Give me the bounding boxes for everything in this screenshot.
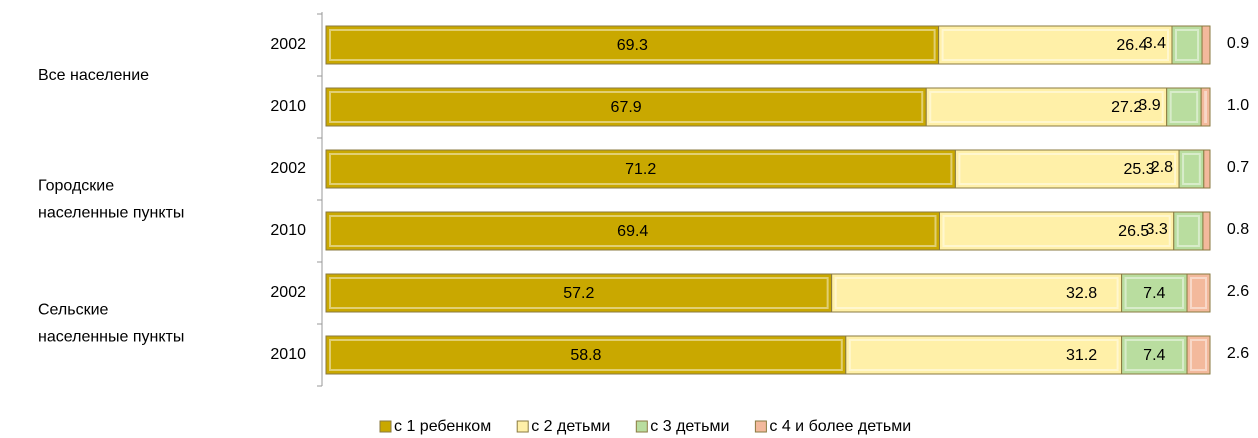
data-label: 27.2 <box>1111 99 1142 116</box>
bar-bevel <box>1182 153 1201 185</box>
bar-bevel <box>329 339 843 371</box>
legend-swatch <box>635 420 648 433</box>
bar-bevel <box>1124 339 1185 371</box>
data-label: 26.5 <box>1118 223 1149 240</box>
data-label: 0.8 <box>1227 221 1249 238</box>
legend-label: с 1 ребенком <box>394 418 491 435</box>
data-label: 2.6 <box>1227 283 1249 300</box>
group-label: Сельские <box>38 302 109 319</box>
data-label: 69.3 <box>617 37 648 54</box>
bar-bevel <box>1169 91 1199 123</box>
group-label: населенные пункты <box>38 205 184 222</box>
data-label: 32.8 <box>1066 285 1097 302</box>
data-label: 58.8 <box>570 347 601 364</box>
bar-bevel <box>1190 339 1207 371</box>
bar-bevel <box>329 153 953 185</box>
data-label: 67.9 <box>611 99 642 116</box>
y-tick-label: 2002 <box>270 36 306 53</box>
bar-segment <box>325 335 847 375</box>
bar-bevel <box>834 277 1119 309</box>
bar-bevel <box>1190 277 1207 309</box>
bar-bevel <box>1176 215 1200 247</box>
bar-segment <box>1186 273 1211 313</box>
bar-segment <box>938 211 1175 251</box>
group-label: Все население <box>38 67 149 84</box>
legend-swatch <box>754 420 767 433</box>
data-label: 2.6 <box>1227 345 1249 362</box>
y-tick-label: 2010 <box>270 346 306 363</box>
data-label: 0.9 <box>1227 35 1249 52</box>
data-label: 3.3 <box>1146 221 1168 238</box>
legend-swatch <box>379 420 392 433</box>
bar-bevel <box>329 277 829 309</box>
legend-label: с 3 детьми <box>650 418 729 435</box>
bar-segment <box>325 87 927 127</box>
bar-segment <box>954 149 1180 189</box>
bar-segment <box>1201 25 1211 65</box>
bar-segment <box>1178 149 1205 189</box>
bar-segment <box>831 273 1123 313</box>
bar-bevel <box>329 91 924 123</box>
bar-segment <box>325 149 956 189</box>
bar-bevel <box>929 91 1164 123</box>
group-label: Городские <box>38 178 114 195</box>
data-label: 25.3 <box>1123 161 1154 178</box>
bar-bevel <box>941 29 1169 61</box>
data-label: 31.2 <box>1066 347 1097 364</box>
bar-bevel <box>1204 91 1208 123</box>
bar-segment <box>1202 211 1211 251</box>
data-label: 7.4 <box>1143 285 1165 302</box>
bar-bevel <box>848 339 1119 371</box>
bar-bevel <box>1124 277 1185 309</box>
data-label: 3.4 <box>1144 35 1166 52</box>
legend-label: с 4 и более детьми <box>769 418 911 435</box>
bar-segment <box>1166 87 1202 127</box>
data-label: 2.8 <box>1151 159 1173 176</box>
data-label: 71.2 <box>625 161 656 178</box>
group-label: населенные пункты <box>38 329 184 346</box>
bar-segment <box>1121 335 1188 375</box>
y-tick-label: 2002 <box>270 160 306 177</box>
y-tick-label: 2010 <box>270 222 306 239</box>
bar-bevel <box>942 215 1171 247</box>
data-label: 57.2 <box>563 285 594 302</box>
bar-segment <box>1186 335 1211 375</box>
data-label: 0.7 <box>1227 159 1249 176</box>
data-label: 26.4 <box>1116 37 1147 54</box>
data-label: 3.9 <box>1138 97 1160 114</box>
bar-segment <box>1200 87 1211 127</box>
data-label: 7.4 <box>1143 347 1165 364</box>
bar-segment <box>925 87 1168 127</box>
bar-bevel <box>329 29 936 61</box>
bar-segment <box>845 335 1123 375</box>
legend-swatch <box>516 420 529 433</box>
y-tick-label: 2002 <box>270 284 306 301</box>
bar-bevel <box>958 153 1177 185</box>
bar-segment <box>1203 149 1211 189</box>
bar-bevel <box>329 215 937 247</box>
y-tick-label: 2010 <box>270 98 306 115</box>
bar-bevel <box>1174 29 1200 61</box>
data-label: 1.0 <box>1227 97 1249 114</box>
legend-label: с 2 детьми <box>531 418 610 435</box>
bar-segment <box>325 25 940 65</box>
data-label: 69.4 <box>617 223 648 240</box>
bar-segment <box>938 25 1173 65</box>
